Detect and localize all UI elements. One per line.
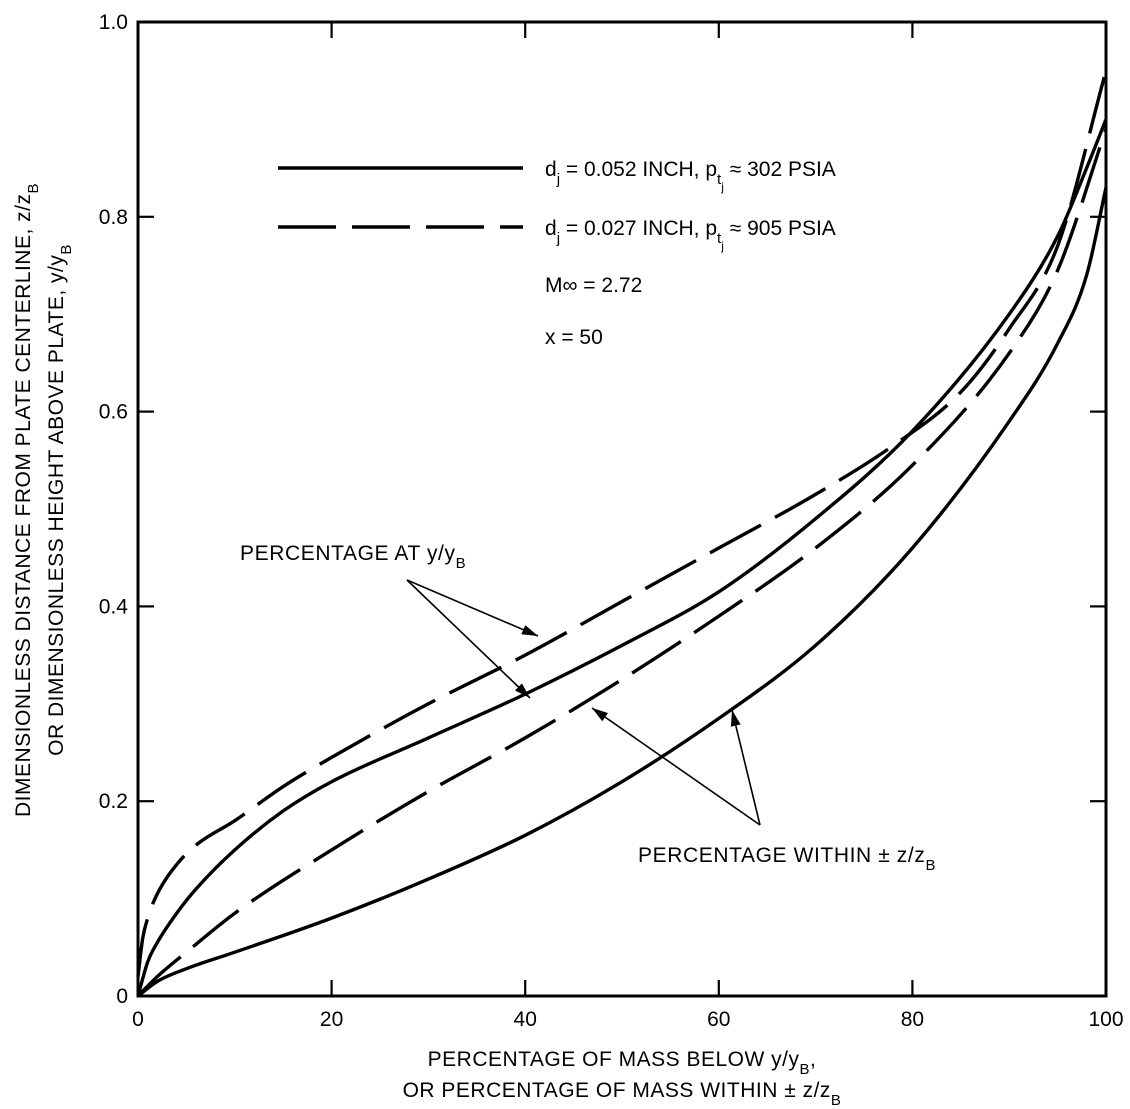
annotations: PERCENTAGE AT y/yB PERCENTAGE WITHIN ± z/… [240, 542, 936, 874]
x-tick-label: 60 [707, 1008, 730, 1031]
arrow-within-dashed-head [592, 708, 608, 722]
y-tick-label: 1.0 [99, 11, 128, 34]
y-tick-label: 0.8 [99, 206, 128, 229]
legend-condition-1: M∞ = 2.72 [545, 274, 642, 297]
data-series [136, 70, 1108, 998]
axis-titles: PERCENTAGE OF MASS BELOW y/yB,OR PERCENT… [12, 183, 841, 1109]
annotation-percentage-at: PERCENTAGE AT y/yB [240, 542, 466, 572]
tick-labels: 0 20 40 60 80 100 0 0.2 0.4 0.6 0.8 1.0 [99, 11, 1124, 1031]
x-tick-label: 40 [514, 1008, 537, 1031]
arrow-at-solid-line [406, 579, 531, 699]
legend-entry-2: dj = 0.027 INCH, ptj ≈ 905 PSIA [545, 217, 836, 253]
x-axis-title-line-1: PERCENTAGE OF MASS BELOW y/yB, [428, 1048, 817, 1078]
y-tick-label: 0.4 [99, 595, 129, 618]
y-tick-label: 0 [116, 985, 128, 1008]
series-3-solid-line [136, 187, 1108, 998]
series-1-solid-line [136, 118, 1108, 997]
x-tick-label: 80 [901, 1008, 924, 1031]
y-tick-label: 0.6 [99, 401, 128, 424]
y-axis-title-line-2: OR DIMENSIONLESS HEIGHT ABOVE PLATE, y/y… [45, 244, 75, 756]
annotation-percentage-within: PERCENTAGE WITHIN ± z/zB [638, 844, 936, 874]
legend-condition-2: x = 50 [545, 326, 603, 349]
legend-entry-1: dj = 0.052 INCH, ptj ≈ 302 PSIA [545, 158, 836, 194]
series-4-dashed-line [136, 128, 1108, 998]
arrow-within-dashed-line [591, 707, 761, 826]
arrow-within-solid-line [731, 709, 761, 826]
plot-border [136, 20, 1108, 998]
arrow-at-solid-head [514, 683, 530, 698]
y-tick-label: 0.2 [99, 790, 128, 813]
arrow-at-dashed-head [521, 625, 538, 636]
y-axis-title-line-1: DIMENSIONLESS DISTANCE FROM PLATE CENTER… [12, 183, 42, 817]
arrow-within-solid-head [730, 710, 741, 727]
x-tick-label: 100 [1088, 1008, 1123, 1031]
x-tick-label: 20 [320, 1008, 343, 1031]
x-axis-title-line-2: OR PERCENTAGE OF MASS WITHIN ± z/zB [403, 1079, 842, 1109]
plot-frame [136, 20, 1108, 998]
arrow-at-dashed-line [406, 579, 539, 637]
x-tick-label: 0 [132, 1008, 144, 1031]
legend: dj = 0.052 INCH, ptj ≈ 302 PSIA dj = 0.02… [278, 158, 836, 349]
series-2-dashed-line [136, 70, 1108, 977]
